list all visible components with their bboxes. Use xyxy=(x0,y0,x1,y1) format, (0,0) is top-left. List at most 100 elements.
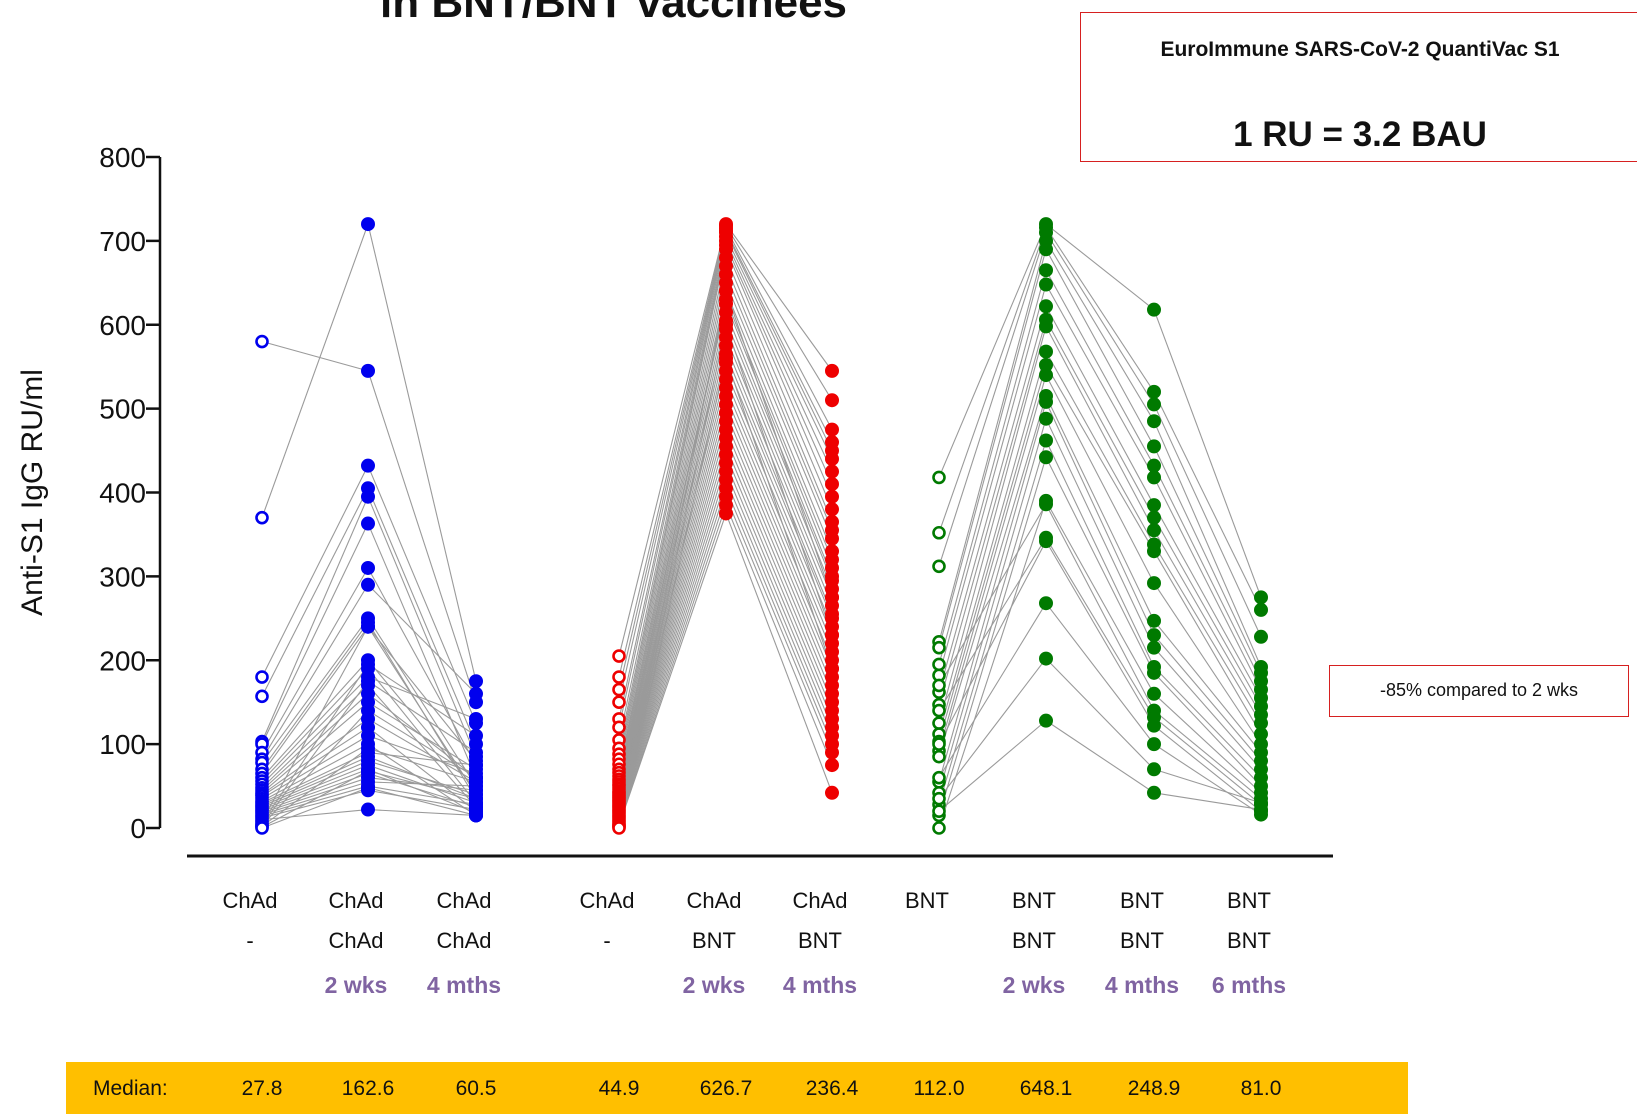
pair-line xyxy=(367,787,477,816)
median-value: 648.1 xyxy=(1019,1077,1073,1100)
data-point-filled xyxy=(719,351,733,366)
data-point-filled xyxy=(825,393,839,408)
data-point-open xyxy=(255,510,269,525)
pair-line xyxy=(1153,517,1262,707)
pair-line xyxy=(367,701,477,770)
pair-line xyxy=(618,513,727,826)
pair-line xyxy=(618,225,727,678)
data-point-filled xyxy=(825,590,839,605)
pair-line xyxy=(725,225,833,401)
y-tick-label: 700 xyxy=(99,226,146,257)
data-point-open xyxy=(612,695,626,709)
data-point-filled xyxy=(361,780,375,795)
data-point-open xyxy=(932,821,946,835)
pair-line xyxy=(725,265,833,523)
axes: 0 100 200 300 400 500 600 700 800 Anti-S1 IgG RU/… xyxy=(16,142,1333,858)
data-point-open xyxy=(932,804,946,819)
pair-line xyxy=(261,465,369,678)
category-label-line2: ChAd xyxy=(436,928,491,953)
pair-line xyxy=(1153,710,1262,800)
pair-line xyxy=(367,676,477,720)
pair-line xyxy=(725,395,833,653)
pair-line xyxy=(938,374,1047,751)
category-timepoint: 2 wks xyxy=(683,972,746,998)
category-timepoint: 6 mths xyxy=(1212,972,1286,998)
data-point-open xyxy=(255,821,269,835)
data-point-filled xyxy=(1039,319,1053,334)
data-point-filled xyxy=(825,531,839,546)
pair-line xyxy=(1045,319,1155,518)
pair-line xyxy=(367,781,477,787)
category-label-line2: BNT xyxy=(1120,928,1164,953)
data-point-filled xyxy=(1147,439,1161,454)
data-point-filled xyxy=(1039,433,1053,448)
data-point-filled xyxy=(1147,510,1161,525)
pair-line xyxy=(367,618,477,787)
pair-line xyxy=(618,488,727,822)
data-point-filled xyxy=(1039,242,1053,257)
pair-line xyxy=(261,659,369,779)
pair-line xyxy=(938,306,1047,693)
pair-line xyxy=(261,567,369,753)
data-point-filled xyxy=(719,506,733,521)
pair-line xyxy=(725,303,833,569)
data-point-filled xyxy=(469,686,483,701)
data-point-filled xyxy=(1039,344,1053,359)
pair-line xyxy=(938,395,1047,757)
pair-line xyxy=(1045,537,1155,718)
data-point-filled xyxy=(1147,414,1161,429)
data-point-filled xyxy=(1039,497,1053,512)
pair-line xyxy=(725,454,833,711)
data-point-open xyxy=(612,682,626,697)
data-point-filled xyxy=(719,317,733,332)
y-tick-label: 200 xyxy=(99,645,146,676)
pair-line xyxy=(367,663,477,737)
category-label-line2: - xyxy=(246,928,253,953)
pair-line xyxy=(1153,529,1262,716)
median-label: Median: xyxy=(93,1077,168,1100)
pair-line xyxy=(1153,716,1262,805)
data-point-filled xyxy=(1147,302,1161,317)
pair-line xyxy=(618,358,727,829)
pair-line xyxy=(261,785,369,817)
pair-line xyxy=(1153,477,1262,690)
pair-line xyxy=(1045,658,1155,770)
pair-line xyxy=(1045,364,1155,552)
data-point-filled xyxy=(1147,718,1161,733)
pair-line xyxy=(367,760,477,795)
pair-line xyxy=(618,291,727,777)
pair-line xyxy=(938,284,1047,676)
pair-line xyxy=(1045,395,1155,622)
data-point-filled xyxy=(825,745,839,760)
pair-line xyxy=(367,370,477,703)
pair-line xyxy=(725,379,833,636)
category-label-line1: ChAd xyxy=(686,888,741,913)
median-value: 81.0 xyxy=(1240,1077,1282,1100)
data-point-filled xyxy=(361,763,375,778)
pair-line xyxy=(725,230,833,443)
pair-line xyxy=(938,658,1047,799)
pair-line xyxy=(725,471,833,728)
median-value: 236.4 xyxy=(805,1077,859,1100)
pair-line xyxy=(261,685,369,789)
data-point-filled xyxy=(825,661,839,676)
pair-line xyxy=(1045,306,1155,506)
data-point-open xyxy=(255,689,269,704)
pair-line xyxy=(725,504,833,766)
data-point-open xyxy=(932,678,946,693)
pair-line xyxy=(725,232,833,451)
pair-line xyxy=(367,567,477,766)
pair-line xyxy=(367,584,477,695)
assay-name: EuroImmune SARS-CoV-2 QuantiVac S1 xyxy=(1160,38,1560,61)
data-point-open xyxy=(612,720,626,735)
data-point-filled xyxy=(1147,686,1161,701)
pair-line xyxy=(261,781,369,816)
data-point-filled xyxy=(825,363,839,378)
pair-line xyxy=(618,504,727,825)
category-timepoint: 4 mths xyxy=(1105,972,1179,998)
pair-line xyxy=(261,747,369,827)
pair-line xyxy=(725,479,833,736)
data-point-filled xyxy=(825,451,839,466)
category-label-line2: - xyxy=(603,928,610,953)
category-label-line1: ChAd xyxy=(436,888,491,913)
